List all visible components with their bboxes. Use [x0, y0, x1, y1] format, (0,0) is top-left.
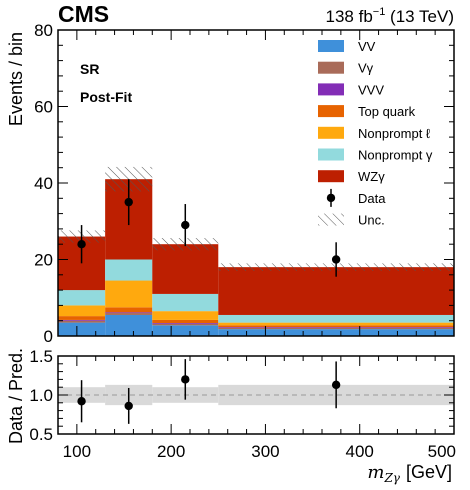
luminosity-label: 138 fb−1 (13 TeV) [326, 6, 454, 26]
stack-segment-v-bin3 [218, 327, 454, 330]
ratio-panel: 0.5 1.0 1.5 100 200 300 400 500 Data / Pred. mZ… [6, 347, 456, 485]
ratio-point-1 [124, 401, 133, 411]
data-point-1 [124, 197, 133, 207]
ratio-y-tick-label: 1.0 [29, 386, 53, 405]
legend-label-2: VVV [358, 82, 384, 97]
legend-label-8: Unc. [358, 213, 385, 228]
ratio-y-tick-label: 1.5 [29, 347, 53, 366]
stack-segment-vvv-bin3 [218, 327, 454, 328]
stack-segment-nonprompt-bin2 [152, 293, 219, 312]
ratio-point-0 [77, 397, 86, 406]
stack-segment-nonprompt-bin0 [58, 305, 106, 317]
data-points [77, 179, 341, 277]
legend-swatch-6 [318, 170, 344, 183]
stack-segment-nonprompt-bin3 [218, 314, 454, 323]
stacked-histogram [58, 179, 454, 336]
stack-segment-topquark-bin1 [105, 307, 153, 313]
ratio-point-2 [181, 375, 190, 384]
stack-segment-vvv-bin0 [58, 319, 106, 321]
x-tick-label: 500 [428, 442, 456, 461]
main-y-tick-label: 80 [34, 21, 53, 40]
region-label: SR [80, 61, 99, 77]
legend-label-0: VV [358, 39, 376, 54]
legend-label-4: Nonprompt ℓ [358, 126, 431, 141]
legend-label-3: Top quark [358, 104, 416, 119]
x-axis-label: mZγ [GeV] [367, 462, 452, 485]
ratio-points [77, 359, 341, 424]
stack-segment-nonprompt-bin3 [218, 322, 454, 326]
ratio-frame [57, 355, 455, 435]
fit-label: Post-Fit [80, 89, 132, 105]
data-point-2 [181, 220, 190, 230]
stack-segment-nonprompt-bin2 [152, 311, 219, 320]
lumi-suffix: (13 TeV) [385, 7, 454, 26]
legend-swatch-5 [318, 148, 344, 161]
legend-swatch-3 [318, 105, 344, 118]
ratio-y-axis-label: Data / Pred. [6, 348, 26, 444]
data-point-0 [77, 240, 86, 249]
x-tick-label: 300 [251, 442, 279, 461]
stack-segment-vv-bin3 [218, 329, 454, 336]
ratio-axis-ticks: 0.5 1.0 1.5 100 200 300 400 500 [29, 347, 456, 461]
stack-segment-vv-bin2 [152, 325, 219, 336]
stack-segment-nonprompt-bin0 [58, 290, 106, 306]
stack-segment-topquark-bin2 [152, 319, 219, 323]
lumi-exponent: −1 [373, 6, 386, 18]
legend-data-marker [326, 193, 336, 203]
main-y-tick-label: 20 [34, 251, 53, 270]
stack-segment-vv-bin0 [58, 322, 106, 336]
legend-swatch-1 [318, 61, 344, 74]
ratio-point-3 [331, 380, 341, 390]
x-axis-unit: [GeV] [406, 462, 452, 482]
stack-segment-wz-bin2 [152, 244, 219, 294]
lumi-prefix: 138 fb [326, 7, 373, 26]
legend: VV Vγ VVV Top quark Nonprompt ℓ Nonprompt γ WZ… [318, 39, 433, 228]
data-point-3 [331, 255, 341, 264]
x-axis-subscript: Zγ [383, 471, 400, 485]
stack-segment-vv-bin1 [105, 314, 153, 336]
stack-segment-vvv-bin2 [152, 322, 219, 324]
stack-segment-topquark-bin0 [58, 316, 106, 320]
legend-hatch-swatch [318, 213, 344, 226]
main-frame [57, 29, 455, 337]
stack-segment-v-bin0 [58, 320, 106, 323]
main-axis-ticks: 0 20 40 60 80 [34, 21, 455, 346]
stack-segment-vvv-bin1 [105, 312, 153, 314]
legend-swatch-2 [318, 83, 344, 96]
main-y-tick-label: 0 [44, 327, 53, 346]
stack-segment-nonprompt-bin1 [105, 280, 153, 308]
stack-segment-v-bin2 [152, 323, 219, 326]
experiment-label: CMS [58, 1, 109, 27]
stack-segment-topquark-bin3 [218, 325, 454, 328]
x-tick-label: 200 [157, 442, 185, 461]
main-y-tick-label: 40 [34, 174, 53, 193]
legend-label-5: Nonprompt γ [358, 148, 433, 163]
x-axis-variable: m [367, 462, 384, 483]
legend-label-1: Vγ [358, 61, 374, 76]
x-tick-label: 400 [346, 442, 374, 461]
legend-swatch-0 [318, 40, 344, 52]
x-tick-label: 100 [63, 442, 91, 461]
legend-label-6: WZγ [358, 169, 385, 184]
ratio-y-tick-label: 0.5 [29, 425, 53, 444]
main-y-tick-label: 60 [34, 98, 53, 117]
legend-label-7: Data [358, 191, 386, 206]
stack-segment-nonprompt-bin1 [105, 259, 153, 281]
stack-segment-v-bin1 [105, 313, 153, 315]
legend-swatch-4 [318, 126, 344, 139]
main-y-axis-label: Events / bin [6, 32, 26, 126]
